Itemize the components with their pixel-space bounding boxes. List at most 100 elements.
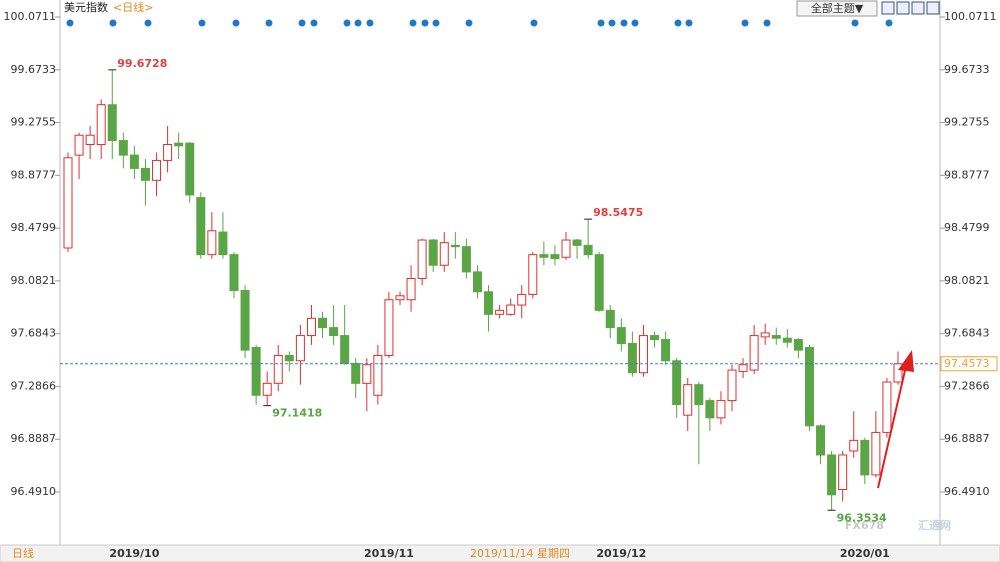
candle-body xyxy=(517,293,527,306)
candle-body xyxy=(672,360,682,406)
watermark: 汇通网 xyxy=(918,519,951,532)
event-dot xyxy=(198,19,206,27)
event-dot xyxy=(366,19,374,27)
event-dot xyxy=(620,19,628,27)
event-dot xyxy=(885,19,893,27)
y-tick-label: 96.8887 xyxy=(944,432,990,445)
event-dot xyxy=(310,19,318,27)
tool-icon[interactable] xyxy=(926,1,940,15)
event-dot xyxy=(763,19,771,27)
toolbar xyxy=(881,1,940,15)
theme-button[interactable] xyxy=(796,0,878,17)
tool-icon[interactable] xyxy=(911,1,925,15)
event-dot xyxy=(465,19,473,27)
candle-body xyxy=(638,335,648,374)
y-tick-label: 98.4799 xyxy=(944,221,990,234)
candle-body xyxy=(738,364,748,372)
candle-body xyxy=(661,339,671,362)
y-tick-label: 99.6733 xyxy=(11,63,57,76)
y-tick-label: 97.6843 xyxy=(944,327,990,340)
cursor-label: 2019/11/14 星期四 xyxy=(470,547,570,560)
candle-body xyxy=(295,335,305,362)
candle-body xyxy=(74,134,84,156)
candle-body xyxy=(705,400,715,419)
event-dot xyxy=(343,19,351,27)
candle-body xyxy=(650,335,660,341)
extreme-label: 97.1418 xyxy=(272,407,322,420)
event-dot xyxy=(685,19,693,27)
y-tick-label: 97.2866 xyxy=(11,379,57,392)
event-dot xyxy=(298,19,306,27)
candle-body xyxy=(63,157,73,249)
candle-body xyxy=(450,244,460,248)
candle-body xyxy=(329,327,339,337)
y-tick-label: 100.0711 xyxy=(944,10,997,23)
candle-body xyxy=(727,369,737,402)
y-tick-label: 98.8777 xyxy=(944,168,990,181)
y-tick-label: 98.4799 xyxy=(11,221,57,234)
candle-body xyxy=(849,439,859,452)
candle-body xyxy=(827,454,837,496)
candle-body xyxy=(284,354,294,362)
candle-body xyxy=(583,244,593,256)
event-dot xyxy=(232,19,240,27)
current-price-label: 97.4573 xyxy=(944,357,990,370)
y-tick-label: 98.8777 xyxy=(11,168,57,181)
theme-button-label[interactable]: 全部主题▼ xyxy=(811,1,864,15)
event-dot xyxy=(421,19,429,27)
y-tick-label: 98.0821 xyxy=(944,274,990,287)
candle-body xyxy=(118,140,128,156)
tool-icon[interactable] xyxy=(881,1,895,15)
candle-body xyxy=(129,154,139,169)
period-tag: <日线> xyxy=(113,0,153,14)
candle-body xyxy=(318,317,328,329)
candle-body xyxy=(196,197,206,256)
candle-body xyxy=(550,254,560,260)
candle-body xyxy=(484,291,494,315)
event-dot xyxy=(597,19,605,27)
y-tick-label: 99.6733 xyxy=(944,63,990,76)
event-dot xyxy=(530,19,538,27)
candle-body xyxy=(782,337,792,343)
candle-body xyxy=(749,335,759,371)
y-tick-label: 99.2755 xyxy=(11,116,57,129)
x-tick-label: 2019/12 xyxy=(596,547,646,560)
y-tick-label: 96.4910 xyxy=(944,485,990,498)
watermark: FX678 xyxy=(845,519,884,532)
y-tick-label: 97.6843 xyxy=(11,327,57,340)
event-dot xyxy=(741,19,749,27)
candle-body xyxy=(229,254,239,291)
y-tick-label: 99.2755 xyxy=(944,116,990,129)
candle-body xyxy=(207,230,217,256)
event-dot xyxy=(409,19,417,27)
event-dot xyxy=(144,19,152,27)
candle-body xyxy=(174,142,184,147)
current-price-box xyxy=(940,356,998,372)
candle-body xyxy=(395,295,405,301)
tool-icon[interactable] xyxy=(896,1,910,15)
candle-body xyxy=(760,332,770,338)
trend-arrow xyxy=(877,365,907,489)
candle-body xyxy=(240,289,250,351)
candle-body xyxy=(793,339,803,351)
extreme-label: 98.5475 xyxy=(593,206,643,219)
candle-body xyxy=(96,104,106,146)
candle-body xyxy=(816,425,826,456)
period: 日线 xyxy=(12,546,34,560)
extreme-label: 96.3534 xyxy=(837,511,887,524)
candle-body xyxy=(163,144,173,161)
candle-body xyxy=(406,278,416,301)
x-tick-label: 2020/01 xyxy=(840,547,890,560)
candle-body xyxy=(262,382,272,396)
candle-body xyxy=(804,347,814,427)
candle-body xyxy=(771,335,781,339)
candle-body xyxy=(528,254,538,295)
candle-body xyxy=(838,454,848,490)
arrow-head xyxy=(898,350,914,372)
candle-body xyxy=(716,400,726,419)
candle-body xyxy=(572,239,582,246)
candle-body xyxy=(561,239,571,258)
